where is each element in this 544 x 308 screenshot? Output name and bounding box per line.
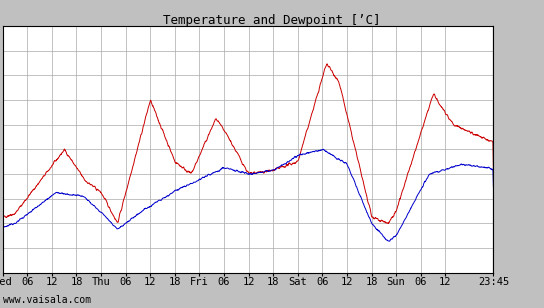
Text: www.vaisala.com: www.vaisala.com (3, 295, 91, 305)
Text: Temperature and Dewpoint [’C]: Temperature and Dewpoint [’C] (163, 14, 381, 27)
